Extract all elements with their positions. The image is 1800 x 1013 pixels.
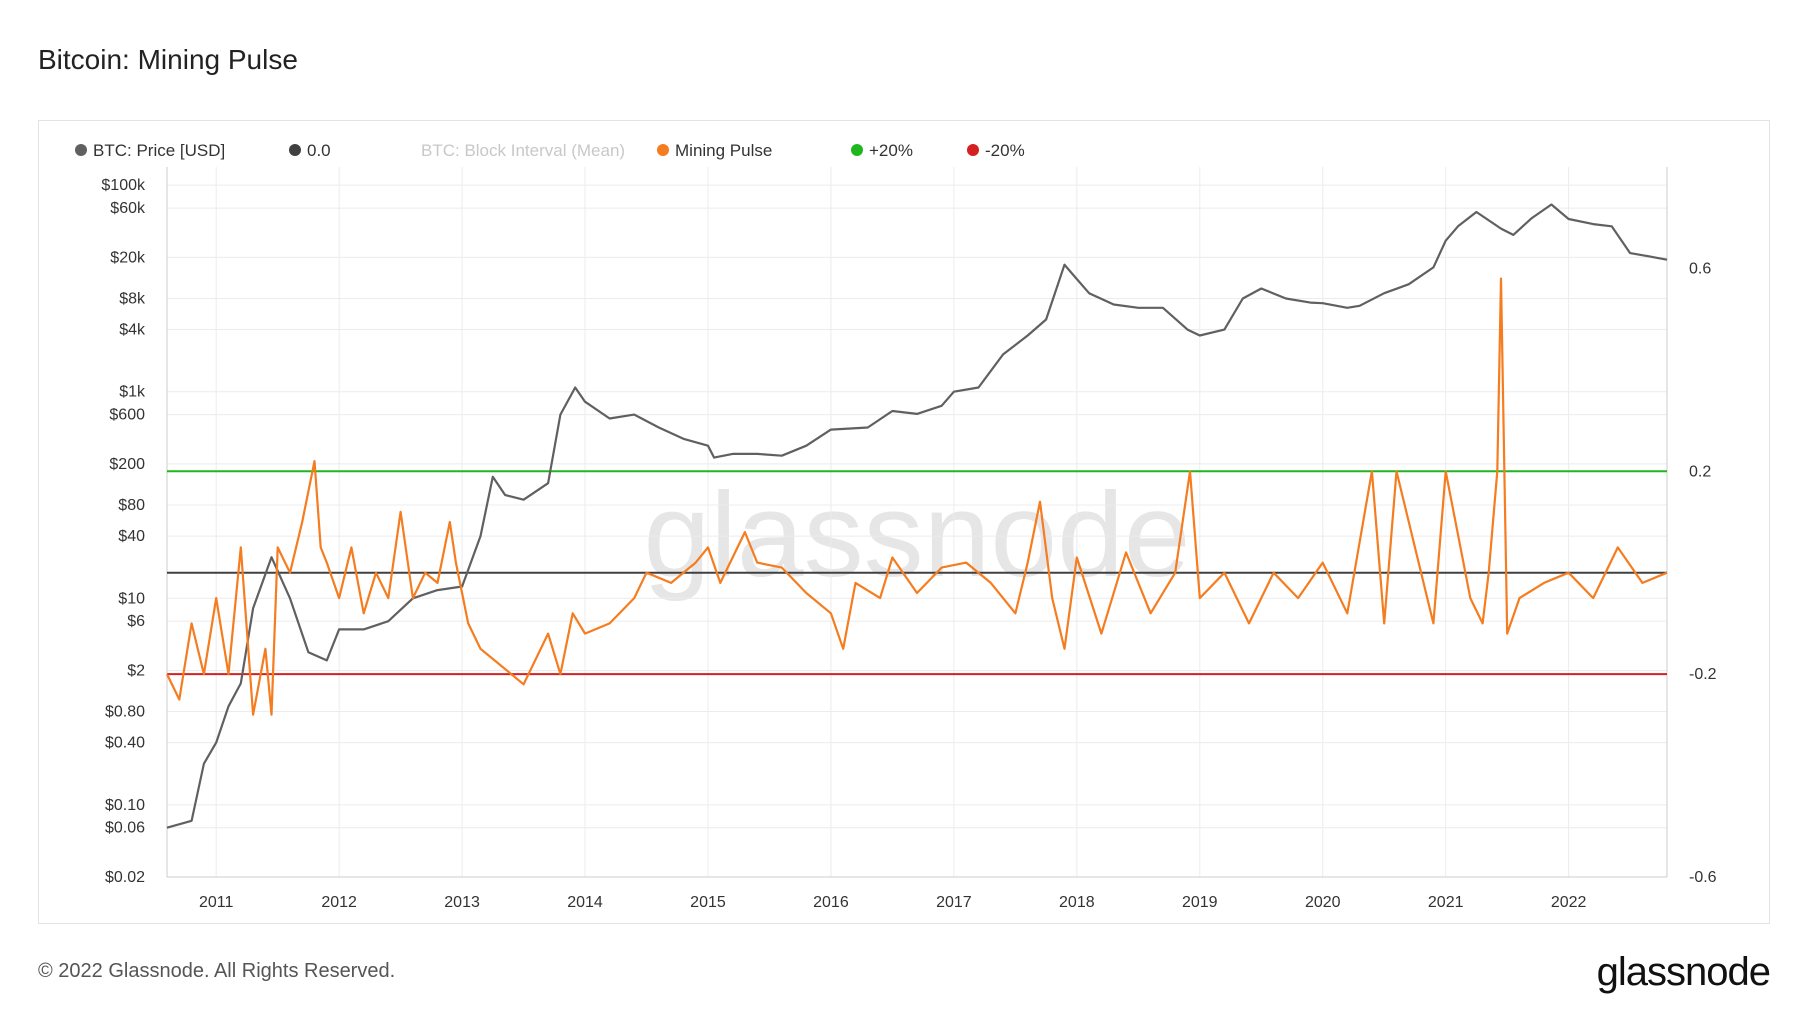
x-tick-label: 2016 <box>813 894 849 911</box>
y-left-tick-label: $20k <box>110 249 146 266</box>
y-left-tick-label: $200 <box>109 456 145 473</box>
legend-item-20[interactable]: -20% <box>985 141 1025 160</box>
legend-marker-0-0 <box>289 144 301 156</box>
y-left-tick-label: $0.02 <box>105 869 145 886</box>
y-left-tick-label: $8k <box>119 290 146 307</box>
legend-item-mining-pulse[interactable]: Mining Pulse <box>675 141 772 160</box>
watermark-text: glassnode <box>643 468 1190 602</box>
y-left-tick-label: $0.06 <box>105 820 145 837</box>
x-tick-label: 2014 <box>567 894 603 911</box>
y-left-tick-label: $0.40 <box>105 735 145 752</box>
x-tick-label: 2022 <box>1551 894 1587 911</box>
legend-marker-20 <box>967 144 979 156</box>
y-left-tick-label: $100k <box>101 177 146 194</box>
y-right-tick-label: 0.2 <box>1689 463 1711 480</box>
glassnode-logo: glassnode <box>1596 950 1771 994</box>
x-tick-label: 2018 <box>1059 894 1095 911</box>
chart-frame: glassnode $100k $60k $20k $8k $4k $1k $600 $200 $… <box>38 120 1770 924</box>
y-right-tick-label: -0.6 <box>1689 869 1717 886</box>
y-left-tick-label: $1k <box>119 384 146 401</box>
x-tick-label: 2021 <box>1428 894 1464 911</box>
mining-pulse-chart: glassnode $100k $60k $20k $8k $4k $1k $600 $200 $… <box>75 141 1717 911</box>
y-right-tick-label: 0.6 <box>1689 260 1711 277</box>
y-left-tick-label: $2 <box>127 662 145 679</box>
x-tick-label: 2015 <box>690 894 726 911</box>
y-left-tick-label: $4k <box>119 322 146 339</box>
y-left-tick-label: $600 <box>109 407 145 424</box>
x-tick-label: 2012 <box>321 894 357 911</box>
y-left-tick-label: $10 <box>118 590 145 607</box>
y-left-tick-label: $40 <box>118 528 145 545</box>
x-tick-label: 2019 <box>1182 894 1218 911</box>
x-tick-label: 2017 <box>936 894 972 911</box>
legend-marker-mining-pulse <box>657 144 669 156</box>
copyright-text: © 2022 Glassnode. All Rights Reserved. <box>38 960 396 982</box>
x-tick-label: 2011 <box>199 894 234 911</box>
y-left-tick-label: $60k <box>110 200 146 217</box>
y-right-tick-label: -0.2 <box>1689 666 1717 683</box>
legend-item-btc-block-interval-mean[interactable]: BTC: Block Interval (Mean) <box>421 141 625 160</box>
page-title: Bitcoin: Mining Pulse <box>38 44 298 75</box>
legend-item-20[interactable]: +20% <box>869 141 913 160</box>
series-line-mining-pulse <box>166 277 1668 716</box>
x-tick-label: 2020 <box>1305 894 1341 911</box>
y-left-tick-label: $0.10 <box>105 797 145 814</box>
legend-item-btc-price-usd[interactable]: BTC: Price [USD] <box>93 141 225 160</box>
y-left-tick-label: $80 <box>118 497 145 514</box>
series-line-btc-price-usd <box>166 203 1668 829</box>
legend-item-0-0[interactable]: 0.0 <box>307 141 331 160</box>
legend-marker-20 <box>851 144 863 156</box>
legend-marker-btc-price-usd <box>75 144 87 156</box>
y-left-tick-label: $6 <box>127 613 145 630</box>
y-left-tick-label: $0.80 <box>105 704 145 721</box>
x-tick-label: 2013 <box>444 894 480 911</box>
